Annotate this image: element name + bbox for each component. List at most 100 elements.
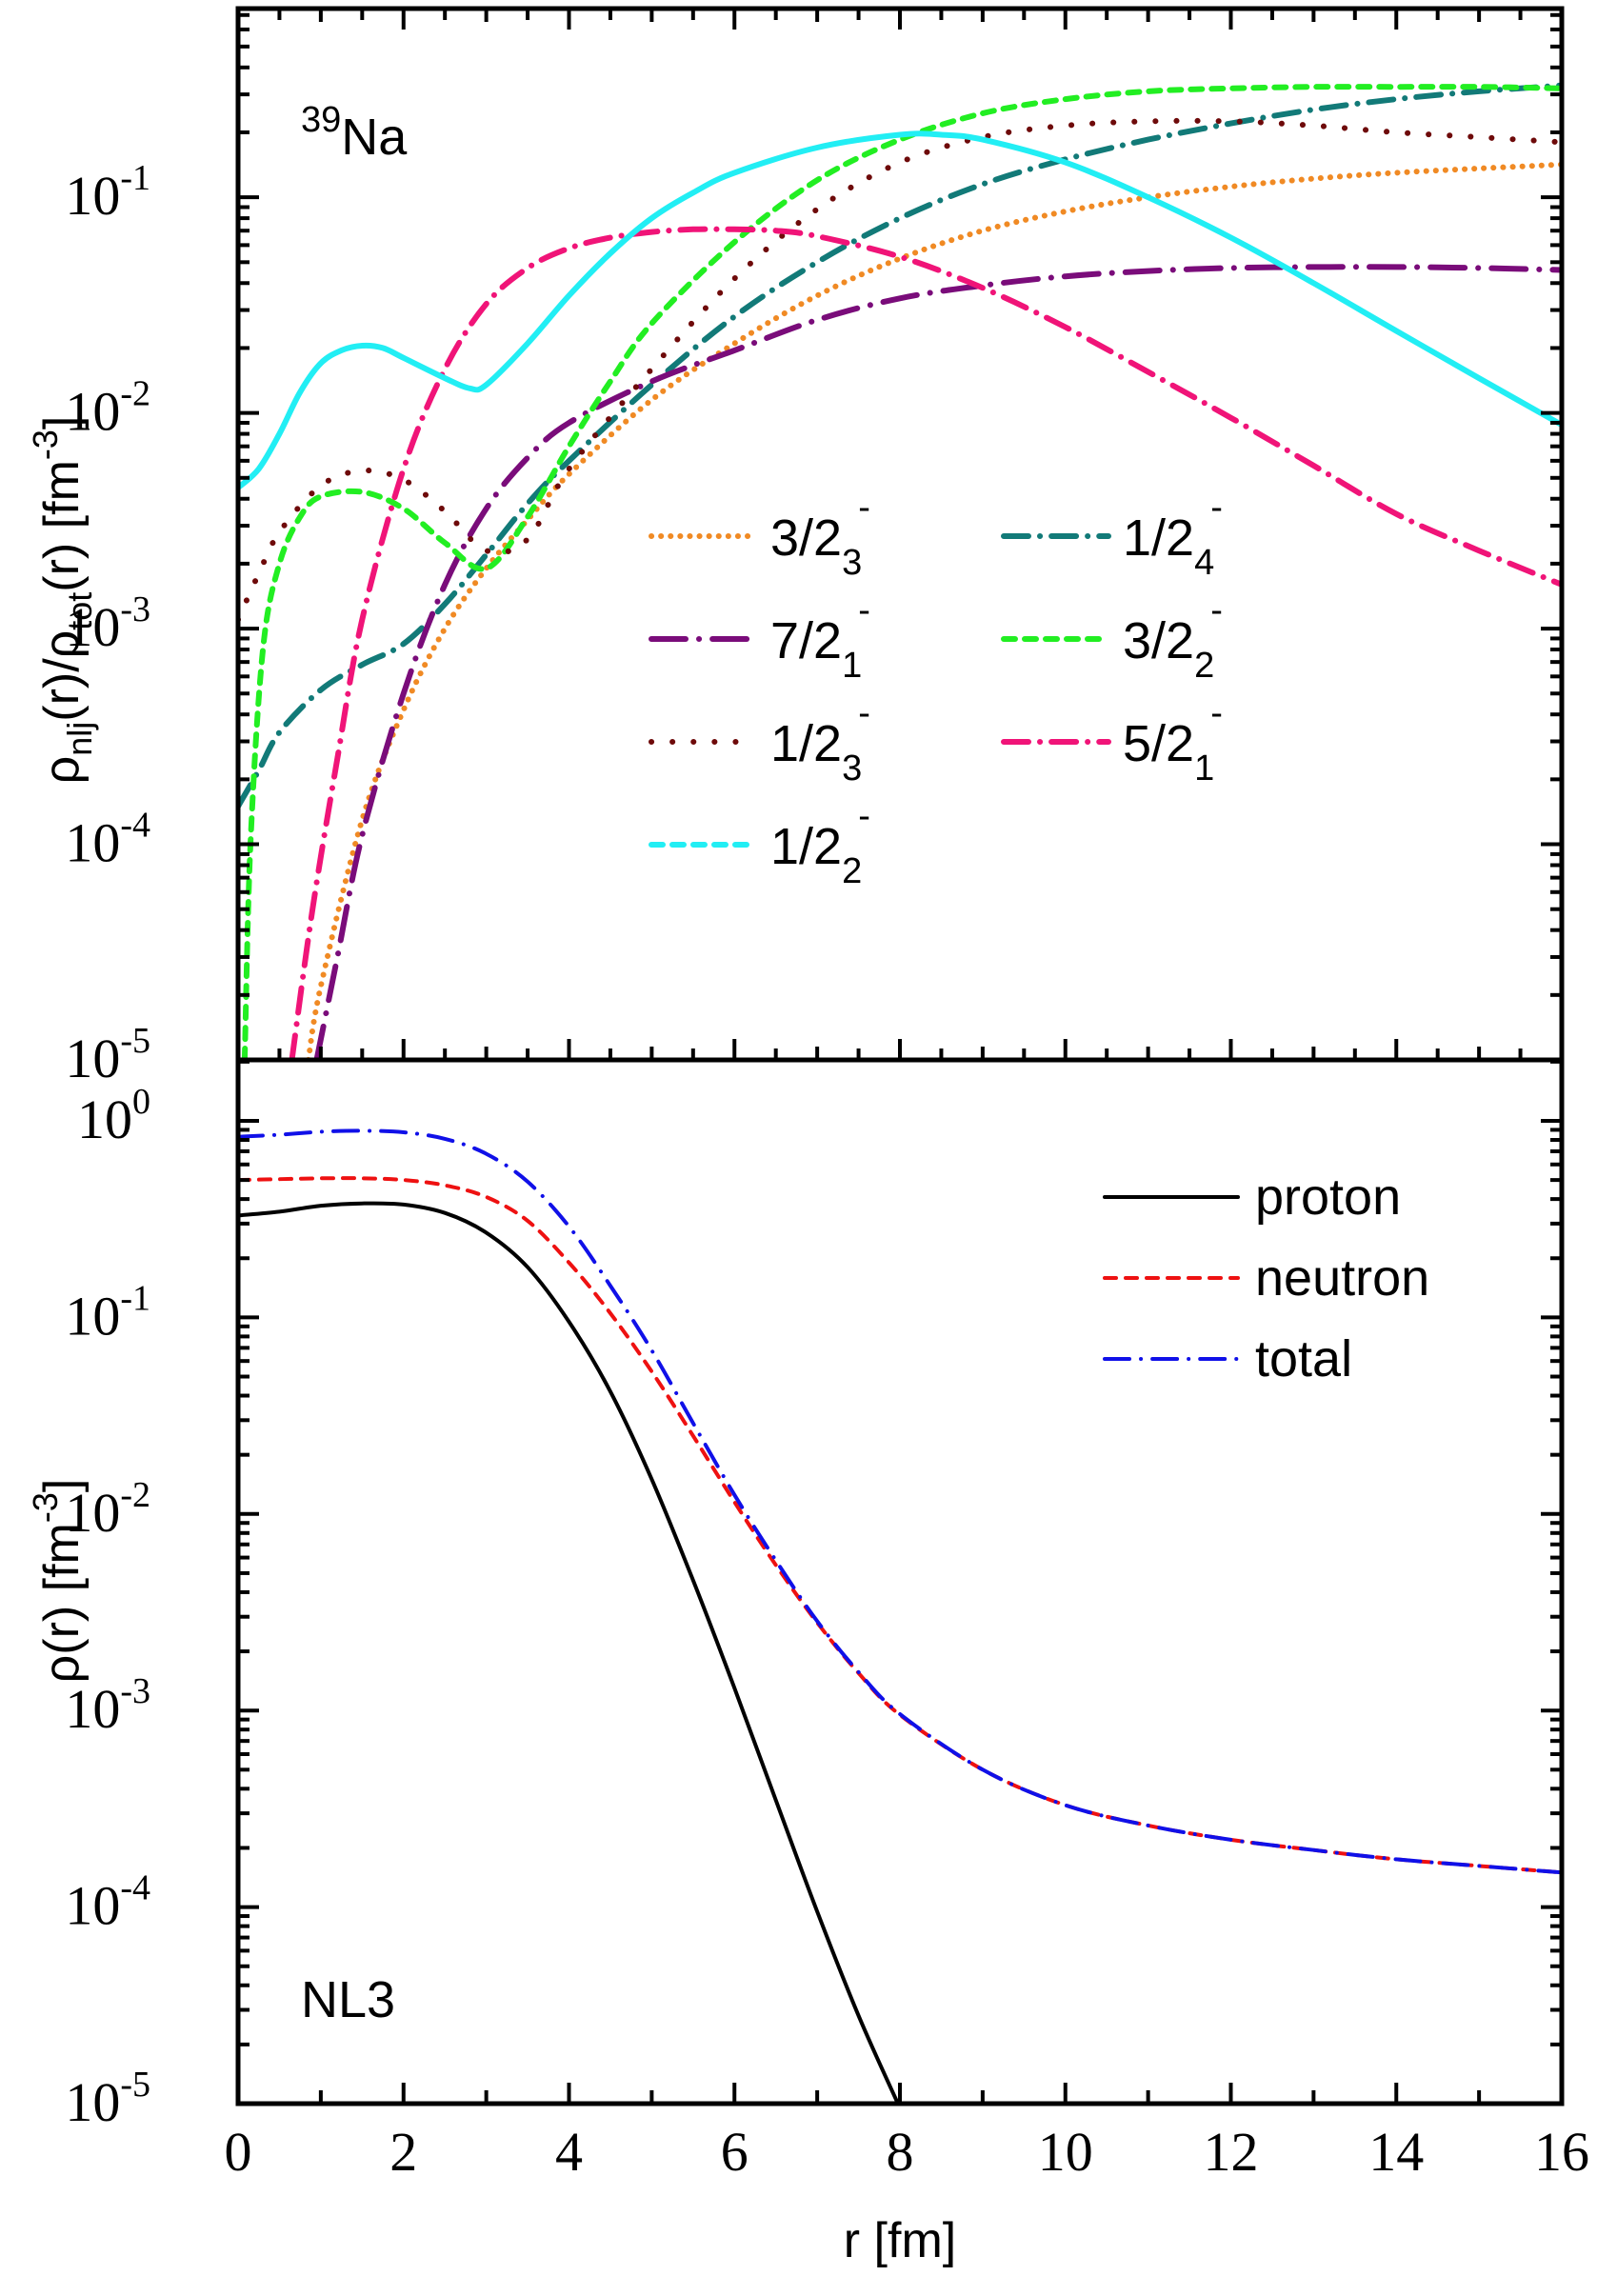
x-tick-label: 0 [225, 2121, 252, 2183]
legend-item: 1/23- [649, 693, 870, 789]
x-tick-label: 12 [1204, 2121, 1259, 2183]
bottom-curves [238, 1128, 1562, 2104]
x-tick-label: 8 [887, 2121, 914, 2183]
legend-label: 1/22- [770, 796, 870, 891]
y-tick-label: 10-2 [65, 374, 150, 443]
y-tick-label: 10-1 [65, 1278, 150, 1347]
y-tick-exponent: -5 [120, 2065, 150, 2105]
bottom-legend: proton neutron total [1103, 1168, 1429, 1388]
y-tick-base: 10 [65, 812, 120, 874]
y-tick-label: 10-2 [65, 1475, 150, 1544]
legend-label: 3/23- [770, 488, 870, 583]
y-tick-exponent: -4 [120, 806, 150, 846]
x-tick-label: 2 [389, 2121, 417, 2183]
ylabel-main: ρ(r) [fm [34, 1523, 90, 1683]
y-tick-base: 10 [77, 1088, 132, 1150]
ylabel-sub-tot: tot [60, 592, 99, 630]
ylabel-sup: -3 [26, 1492, 65, 1523]
mass-number: 39 [301, 100, 341, 140]
top-y-axis-label: ρnlj(r)/ρtot(r) [fm-3] [26, 416, 99, 785]
model-annotation: NL3 [301, 1971, 395, 2028]
x-tick-label: 10 [1038, 2121, 1093, 2183]
top-y-tick-labels: 10-110-210-310-410-5 [65, 158, 150, 1089]
top-legend: 3/23- 1/24- 7/21- 3/22- 1/23- 5/21- 1/22- [649, 488, 1223, 891]
legend-item: proton [1103, 1168, 1401, 1226]
y-tick-label: 10-4 [65, 1868, 150, 1937]
series-line-proton [238, 1201, 901, 2104]
y-tick-label: 10-5 [65, 1021, 150, 1089]
legend-item: 1/24- [1001, 488, 1223, 583]
series-line-1-2-4- [238, 82, 1562, 809]
y-tick-base: 10 [65, 381, 120, 443]
y-tick-label: 100 [77, 1082, 150, 1150]
legend-label: total [1255, 1330, 1352, 1388]
legend-label: 7/21- [770, 590, 870, 686]
legend-label: 5/21- [1123, 693, 1223, 789]
legend-label: proton [1255, 1168, 1401, 1226]
y-tick-base: 10 [65, 1875, 120, 1937]
legend-item: 1/22- [649, 796, 870, 891]
legend-label: 3/22- [1123, 590, 1223, 686]
y-tick-label: 10-1 [65, 158, 150, 227]
y-tick-exponent: -1 [120, 158, 150, 198]
y-tick-exponent: -3 [120, 589, 150, 629]
x-tick-label: 16 [1534, 2121, 1589, 2183]
y-tick-exponent: -1 [120, 1278, 150, 1318]
y-tick-base: 10 [65, 1028, 120, 1089]
y-tick-label: 10-4 [65, 806, 150, 874]
x-tick-label: 14 [1368, 2121, 1424, 2183]
series-line-5-2-1- [289, 226, 1562, 1060]
series-line-total [238, 1128, 1562, 1875]
legend-item: 3/22- [1001, 590, 1223, 686]
legend-item: 3/23- [649, 488, 870, 583]
bottom-y-axis-label: ρ(r) [fm-3] [26, 1479, 90, 1684]
ylabel-end: ] [34, 1479, 90, 1492]
nucleus-annotation: 39Na [301, 100, 408, 166]
y-tick-exponent: -2 [120, 1475, 150, 1515]
element-symbol: Na [341, 109, 408, 166]
legend-label: neutron [1255, 1249, 1429, 1307]
y-tick-exponent: 0 [132, 1082, 150, 1122]
y-tick-base: 10 [65, 596, 120, 658]
ylabel-sup: -3 [26, 429, 65, 460]
top-ticks [238, 9, 1562, 1062]
x-axis-label: r [fm] [844, 2213, 956, 2268]
x-tick-labels: 0 2 4 6 8 10 12 14 16 [225, 2121, 1590, 2183]
x-tick-label: 6 [721, 2121, 749, 2183]
legend-label: 1/24- [1123, 488, 1223, 583]
ylabel-sub-nlj: nlj [60, 722, 99, 756]
ylabel-tail: (r) [fm [34, 460, 90, 592]
y-tick-label: 10-5 [65, 2065, 150, 2133]
y-tick-label: 10-3 [65, 589, 150, 658]
top-frame [235, 6, 1565, 1063]
y-tick-exponent: -2 [120, 374, 150, 414]
y-tick-base: 10 [65, 1678, 120, 1740]
series-line-1-2-3- [238, 117, 1562, 623]
series-line-3-2-2- [241, 84, 1562, 1060]
series-line-3-2-3- [305, 161, 1562, 1060]
ylabel-rho: ρ [34, 756, 90, 785]
legend-item: 7/21- [649, 590, 870, 686]
y-tick-label: 10-3 [65, 1671, 150, 1740]
y-tick-base: 10 [65, 1285, 120, 1347]
y-tick-base: 10 [65, 2071, 120, 2133]
top-curves [238, 82, 1562, 1060]
y-tick-base: 10 [65, 1482, 120, 1544]
series-line-1-2-2- [238, 130, 1562, 491]
y-tick-base: 10 [65, 165, 120, 227]
y-tick-exponent: -3 [120, 1671, 150, 1711]
bottom-frame [235, 1057, 1565, 2106]
legend-item: neutron [1103, 1249, 1429, 1307]
x-tick-label: 4 [555, 2121, 583, 2183]
y-tick-exponent: -5 [120, 1021, 150, 1061]
ylabel-end: ] [34, 416, 90, 429]
legend-label: 1/23- [770, 693, 870, 789]
top-panel: 10-110-210-310-410-5 39Na ρnlj(r)/ρtot(r… [26, 9, 1562, 1089]
ylabel-mid: (r)/ρ [34, 630, 90, 722]
legend-item: total [1103, 1330, 1352, 1388]
series-line-7-2-1- [313, 264, 1562, 1060]
y-tick-exponent: -4 [120, 1868, 150, 1908]
